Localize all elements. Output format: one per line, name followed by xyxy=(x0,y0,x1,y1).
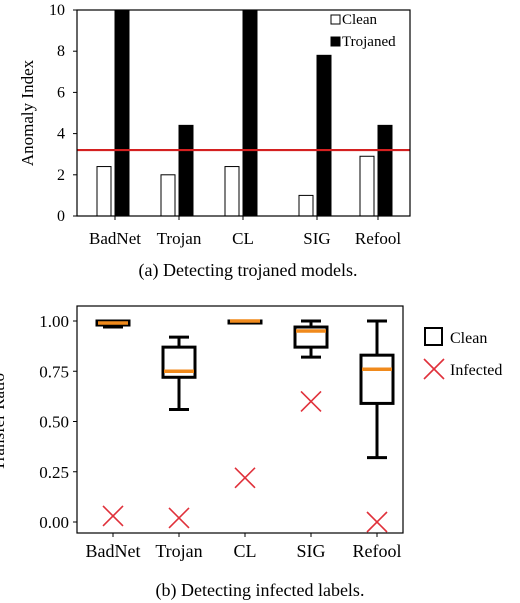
bar-trojaned-sig xyxy=(316,54,332,217)
x-tick-label-b-refool: Refool xyxy=(353,541,402,561)
infected-marker-badnet xyxy=(102,505,124,527)
x-tick-label-a-badnet: BadNet xyxy=(89,229,141,248)
legend-label-trojaned: Trojaned xyxy=(342,34,396,50)
x-tick-label-a-sig: SIG xyxy=(303,229,330,248)
caption-a: (a) Detecting trojaned models. xyxy=(139,260,358,281)
y-tick-label-b-0.25: 0.25 xyxy=(39,463,69,482)
bar-clean-badnet xyxy=(96,166,112,217)
legend-label-infected: Infected xyxy=(450,362,502,379)
y-tick-label-b-0.75: 0.75 xyxy=(39,362,69,381)
bar-clean-trojan xyxy=(160,174,176,217)
chart-b: 0.00 0.25 0.50 0.75 1.00 BadNet Trojan CL SIG Re… xyxy=(0,305,502,601)
y-tick-label-a-2: 2 xyxy=(57,167,65,184)
box-refool xyxy=(359,353,395,405)
legend-label-clean: Clean xyxy=(342,12,377,28)
bar-clean-cl xyxy=(224,166,240,217)
caption-b: (b) Detecting infected labels. xyxy=(156,580,365,601)
y-tick-label-a-6: 6 xyxy=(57,84,65,101)
legend-a: Clean Trojaned xyxy=(330,12,396,50)
legend-swatch-trojaned xyxy=(330,36,341,47)
infected-marker-refool xyxy=(366,511,388,533)
bar-clean-sig xyxy=(298,194,314,217)
bar-trojaned-badnet xyxy=(114,9,130,217)
chart-a: 0 2 4 6 8 10 BadNet Trojan CL SIG Refool Anomaly … xyxy=(18,2,411,281)
x-tick-label-b-trojan: Trojan xyxy=(155,541,202,561)
x-tick-label-a-trojan: Trojan xyxy=(157,229,202,248)
bar-trojaned-refool xyxy=(377,124,393,217)
y-tick-label-b-1.00: 1.00 xyxy=(39,312,69,331)
y-tick-label-b-0.00: 0.00 xyxy=(39,513,69,532)
infected-marker-trojan xyxy=(168,507,190,529)
x-tick-label-a-cl: CL xyxy=(232,229,254,248)
y-tick-label-b-0.50: 0.50 xyxy=(39,413,69,432)
bar-trojaned-trojan xyxy=(178,124,194,217)
x-tick-label-a-refool: Refool xyxy=(355,229,402,248)
y-axis-label-b: Transfer Ratio xyxy=(0,373,8,471)
bar-trojaned-cl xyxy=(242,9,258,217)
legend-b: Clean Infected xyxy=(423,327,502,380)
x-tick-label-b-sig: SIG xyxy=(296,541,325,561)
legend-swatch-clean xyxy=(330,14,341,25)
y-axis-label-a: Anomaly Index xyxy=(18,59,37,166)
x-tick-label-b-badnet: BadNet xyxy=(86,541,141,561)
y-tick-label-a-0: 0 xyxy=(57,208,65,225)
plot-b-frame xyxy=(76,305,404,534)
y-tick-label-a-4: 4 xyxy=(57,126,65,143)
legend-label-clean-b: Clean xyxy=(450,330,487,347)
y-tick-label-a-10: 10 xyxy=(49,2,65,19)
legend-marker-infected xyxy=(423,358,445,380)
x-tick-label-b-cl: CL xyxy=(233,541,256,561)
legend-box-clean xyxy=(424,327,443,346)
y-tick-label-a-8: 8 xyxy=(57,43,65,60)
infected-marker-cl xyxy=(234,467,256,489)
bar-clean-refool xyxy=(359,155,375,217)
infected-marker-sig xyxy=(300,390,322,412)
